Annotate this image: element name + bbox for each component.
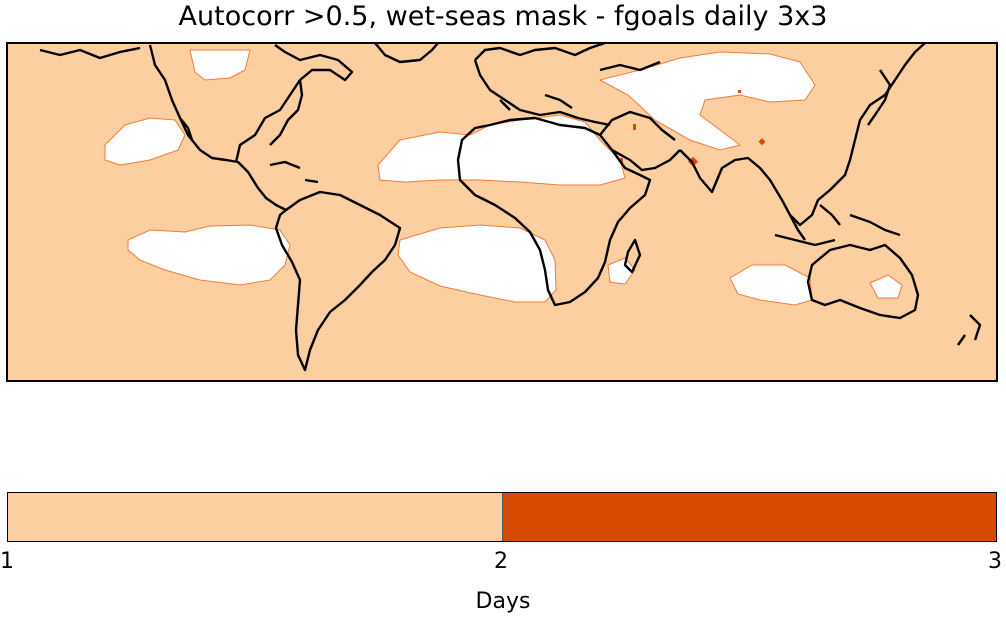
mask-pacific-south [127,224,291,286]
coast-north-america [148,44,354,212]
coastlines [39,41,982,372]
coast-greenland [374,42,439,64]
colorbar-tick-3: 3 [988,549,1002,574]
mask-asia [598,51,816,151]
coast-new-zealand [957,314,982,346]
coast-asia [679,42,926,241]
high-cell [758,138,766,146]
mask-madagascar-sea [607,257,636,285]
map-background [7,43,997,381]
map-frame [6,42,998,382]
high-cell [620,158,623,163]
high-cell [633,124,636,130]
coast-south-america [274,190,402,372]
coast-caribbean [269,160,319,184]
coast-madagascar [623,238,642,274]
mask-australia-central [869,274,903,299]
colorbar-bin-1-2 [8,493,502,541]
coast-europe [473,41,611,127]
world-map [6,41,998,382]
colorbar [7,492,997,542]
high-cell [738,90,741,93]
mask-pacific-north [104,117,186,166]
coast-arabia [599,110,681,172]
map-title: Autocorr >0.5, wet-seas mask - fgoals da… [178,1,828,32]
colorbar-tick-1: 1 [0,549,14,574]
colorbar-bin-2-3 [501,493,996,541]
colorbar-label: Days [475,589,531,614]
colorbar-tick-2: 2 [494,549,508,574]
coast-alaska-arctic [39,46,661,72]
coast-australia [806,243,920,320]
mask-north-america [189,49,251,81]
coast-japan [867,69,892,126]
coast-indonesia [774,204,901,247]
